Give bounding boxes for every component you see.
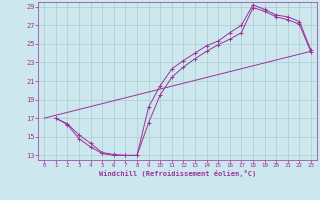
X-axis label: Windchill (Refroidissement éolien,°C): Windchill (Refroidissement éolien,°C) — [99, 170, 256, 177]
